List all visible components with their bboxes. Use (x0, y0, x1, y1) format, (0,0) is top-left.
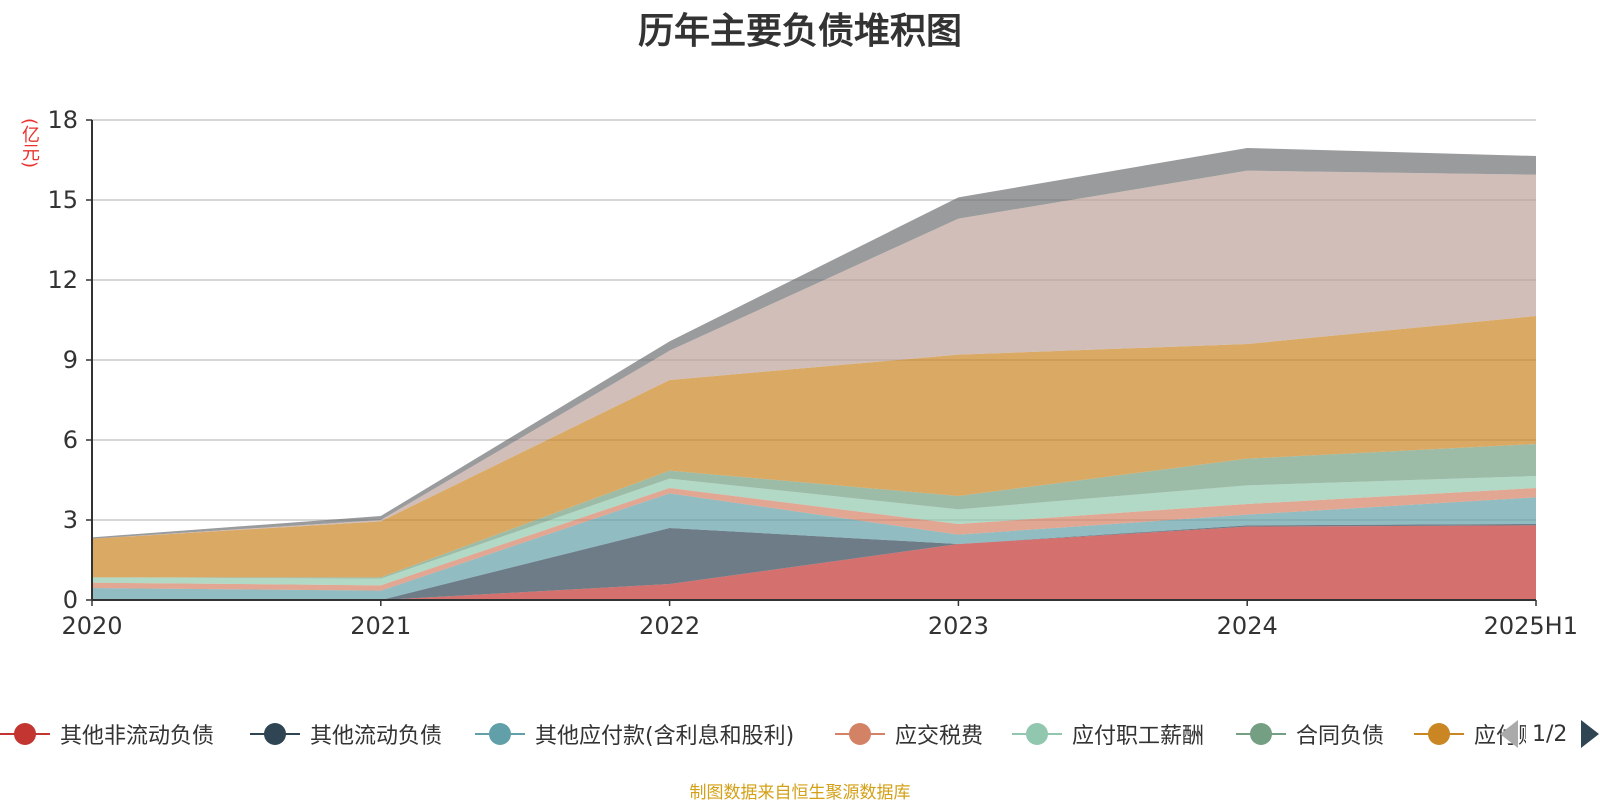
legend-item[interactable]: 应交税费 (835, 716, 983, 752)
legend-pager: 1/2 (1500, 716, 1600, 752)
area-series-0 (92, 525, 1536, 600)
legend-label: 其他非流动负债 (60, 724, 215, 749)
y-tick-label: 9 (63, 346, 78, 374)
legend-marker-icon (1012, 716, 1062, 752)
legend-item[interactable]: 其他非流动负债 (0, 716, 214, 752)
source-note: 制图数据来自恒生聚源数据库 (689, 783, 911, 803)
legend-item[interactable]: 其他应付款(含利息和股利) (475, 716, 794, 752)
y-tick-label: 15 (47, 186, 78, 214)
legend-marker-icon (1414, 716, 1464, 752)
y-tick-label: 3 (63, 506, 78, 534)
legend-next-page-icon[interactable] (1581, 720, 1600, 748)
legend-marker-icon (835, 716, 885, 752)
legend-label: 其他流动负债 (310, 724, 443, 749)
area-series-6 (92, 316, 1536, 578)
legend: 其他非流动负债 其他流动负债 其他应付款(含利息和股利) 应交税费 应付职工薪酬 合同负债… (0, 716, 1600, 752)
legend-item[interactable]: 应付职工薪酬 (1012, 716, 1204, 752)
legend-label: 合同负债 (1296, 724, 1385, 749)
area-series-7 (92, 170, 1536, 539)
x-tick-label: 2020 (61, 612, 122, 640)
legend-marker-icon (250, 716, 300, 752)
stacked-areas (92, 148, 1536, 600)
chart-title: 历年主要负债堆积图 (637, 11, 962, 52)
legend-prev-page-icon[interactable] (1500, 720, 1518, 748)
area-series-5 (92, 444, 1536, 579)
legend-item[interactable]: 合同负债 (1236, 716, 1384, 752)
area-series-2 (92, 493, 1536, 600)
legend-label: 应付职工薪酬 (1072, 724, 1205, 749)
x-tick-label: 2025H1 (1484, 612, 1578, 640)
x-tick-label: 2024 (1217, 612, 1278, 640)
x-tick-label: 2023 (928, 612, 989, 640)
area-series-1 (92, 524, 1536, 600)
legend-label: 其他应付款(含利息和股利) (535, 724, 795, 749)
area-series-4 (92, 476, 1536, 586)
y-tick-label: 12 (47, 266, 78, 294)
y-axis-unit: (亿元) (19, 118, 40, 169)
legend-page-indicator: 1/2 (1532, 721, 1568, 747)
legend-marker-icon (0, 716, 50, 752)
legend-item[interactable]: 其他流动负债 (250, 716, 442, 752)
area-series-3 (92, 488, 1536, 591)
legend-marker-icon (475, 716, 525, 752)
x-tick-label: 2021 (350, 612, 411, 640)
legend-label: 应交税费 (895, 724, 984, 749)
y-tick-label: 0 (63, 586, 78, 614)
x-tick-label: 2022 (639, 612, 700, 640)
legend-marker-icon (1236, 716, 1286, 752)
y-tick-label: 6 (63, 426, 78, 454)
y-tick-label: 18 (47, 106, 78, 134)
